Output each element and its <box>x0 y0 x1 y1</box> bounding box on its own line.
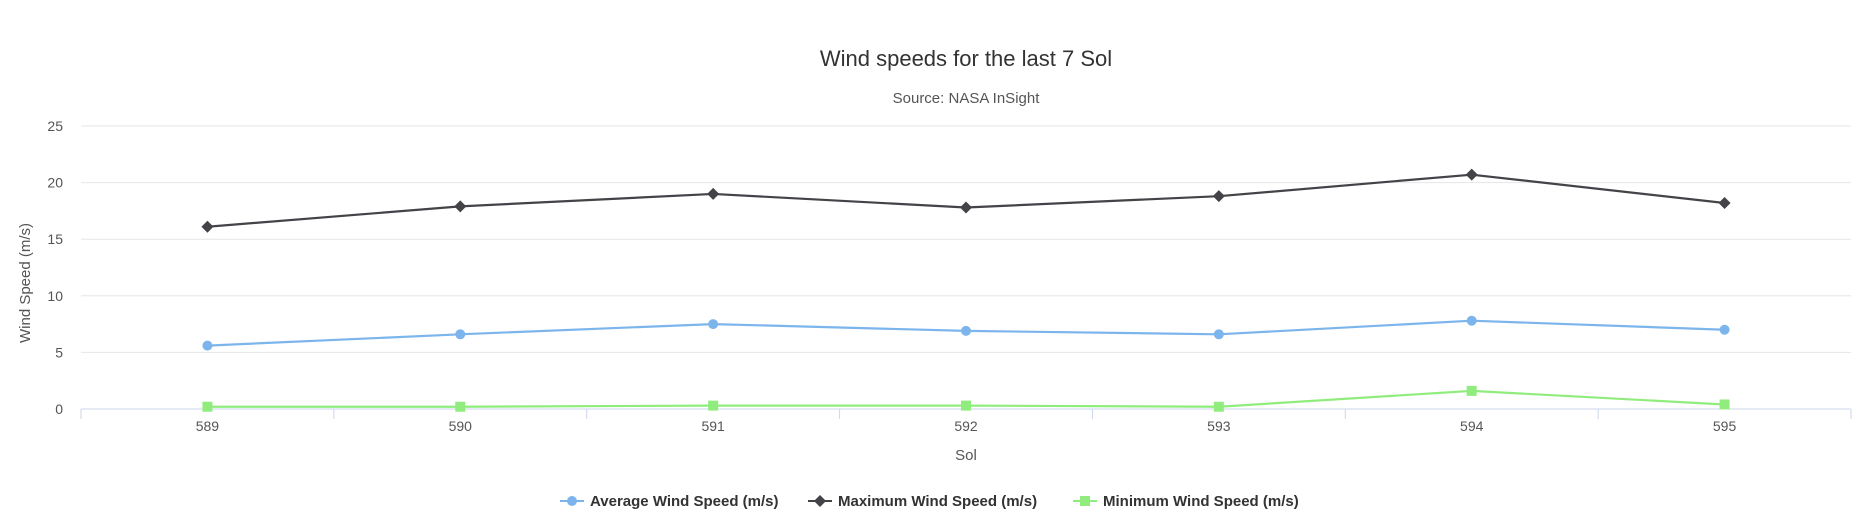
legend-label: Average Wind Speed (m/s) <box>590 493 779 510</box>
data-point-marker[interactable] <box>1212 190 1225 203</box>
data-point-marker[interactable] <box>961 325 971 336</box>
y-tick-label: 15 <box>47 231 63 247</box>
data-point-marker[interactable] <box>1213 329 1224 340</box>
x-tick-label: 590 <box>449 418 473 434</box>
data-point-marker[interactable] <box>202 401 213 412</box>
data-point-marker[interactable] <box>1466 385 1477 396</box>
data-point-marker[interactable] <box>202 340 213 351</box>
data-point-marker[interactable] <box>1719 324 1730 335</box>
x-tick-label: 595 <box>1713 418 1737 434</box>
data-point-marker[interactable] <box>201 220 214 233</box>
data-point-marker[interactable] <box>1213 401 1224 412</box>
data-point-marker[interactable] <box>708 319 719 330</box>
data-point-marker[interactable] <box>1466 315 1477 326</box>
data-point-marker[interactable] <box>707 187 720 200</box>
legend-symbol <box>1080 496 1090 506</box>
data-point-marker[interactable] <box>1718 196 1731 209</box>
legend: Average Wind Speed (m/s) Maximum Wind Spe… <box>560 493 1299 510</box>
legend-item[interactable]: Minimum Wind Speed (m/s) <box>1073 493 1299 510</box>
legend-item[interactable]: Average Wind Speed (m/s) <box>560 493 779 510</box>
y-tick-label: 5 <box>55 344 63 360</box>
series-3 <box>202 385 1730 412</box>
data-point-marker[interactable] <box>1465 168 1478 181</box>
chart-title: Wind speeds for the last 7 Sol <box>820 46 1112 71</box>
x-tick-label: 589 <box>196 418 220 434</box>
x-tick-label: 594 <box>1460 418 1484 434</box>
legend-symbol <box>814 495 826 507</box>
y-tick-label: 20 <box>47 175 63 191</box>
data-point-marker[interactable] <box>455 329 466 340</box>
x-axis: 589 590 591 592 593 594 595 <box>80 408 1852 434</box>
y-axis-title: Wind Speed (m/s) <box>17 223 34 343</box>
data-point-marker[interactable] <box>961 400 971 411</box>
x-tick-label: 593 <box>1207 418 1231 434</box>
series-2 <box>201 168 1731 233</box>
series-1 <box>202 315 1730 351</box>
data-point-marker[interactable] <box>1719 399 1730 410</box>
series-layer <box>201 168 1731 412</box>
x-axis-title: Sol <box>955 447 977 464</box>
legend-label: Maximum Wind Speed (m/s) <box>838 493 1037 510</box>
data-point-marker[interactable] <box>454 200 467 213</box>
legend-symbol <box>567 496 577 506</box>
grid-lines: 0 5 10 15 20 25 <box>47 118 1851 417</box>
data-point-marker[interactable] <box>455 401 466 412</box>
chart-subtitle: Source: NASA InSight <box>893 90 1041 107</box>
data-point-marker[interactable] <box>960 201 972 214</box>
y-tick-label: 0 <box>55 401 63 417</box>
legend-item[interactable]: Maximum Wind Speed (m/s) <box>808 493 1037 510</box>
y-tick-label: 10 <box>47 288 63 304</box>
legend-label: Minimum Wind Speed (m/s) <box>1103 493 1299 510</box>
x-tick-label: 592 <box>954 418 978 434</box>
data-point-marker[interactable] <box>708 400 719 411</box>
y-tick-label: 25 <box>47 118 63 134</box>
x-tick-label: 591 <box>701 418 725 434</box>
